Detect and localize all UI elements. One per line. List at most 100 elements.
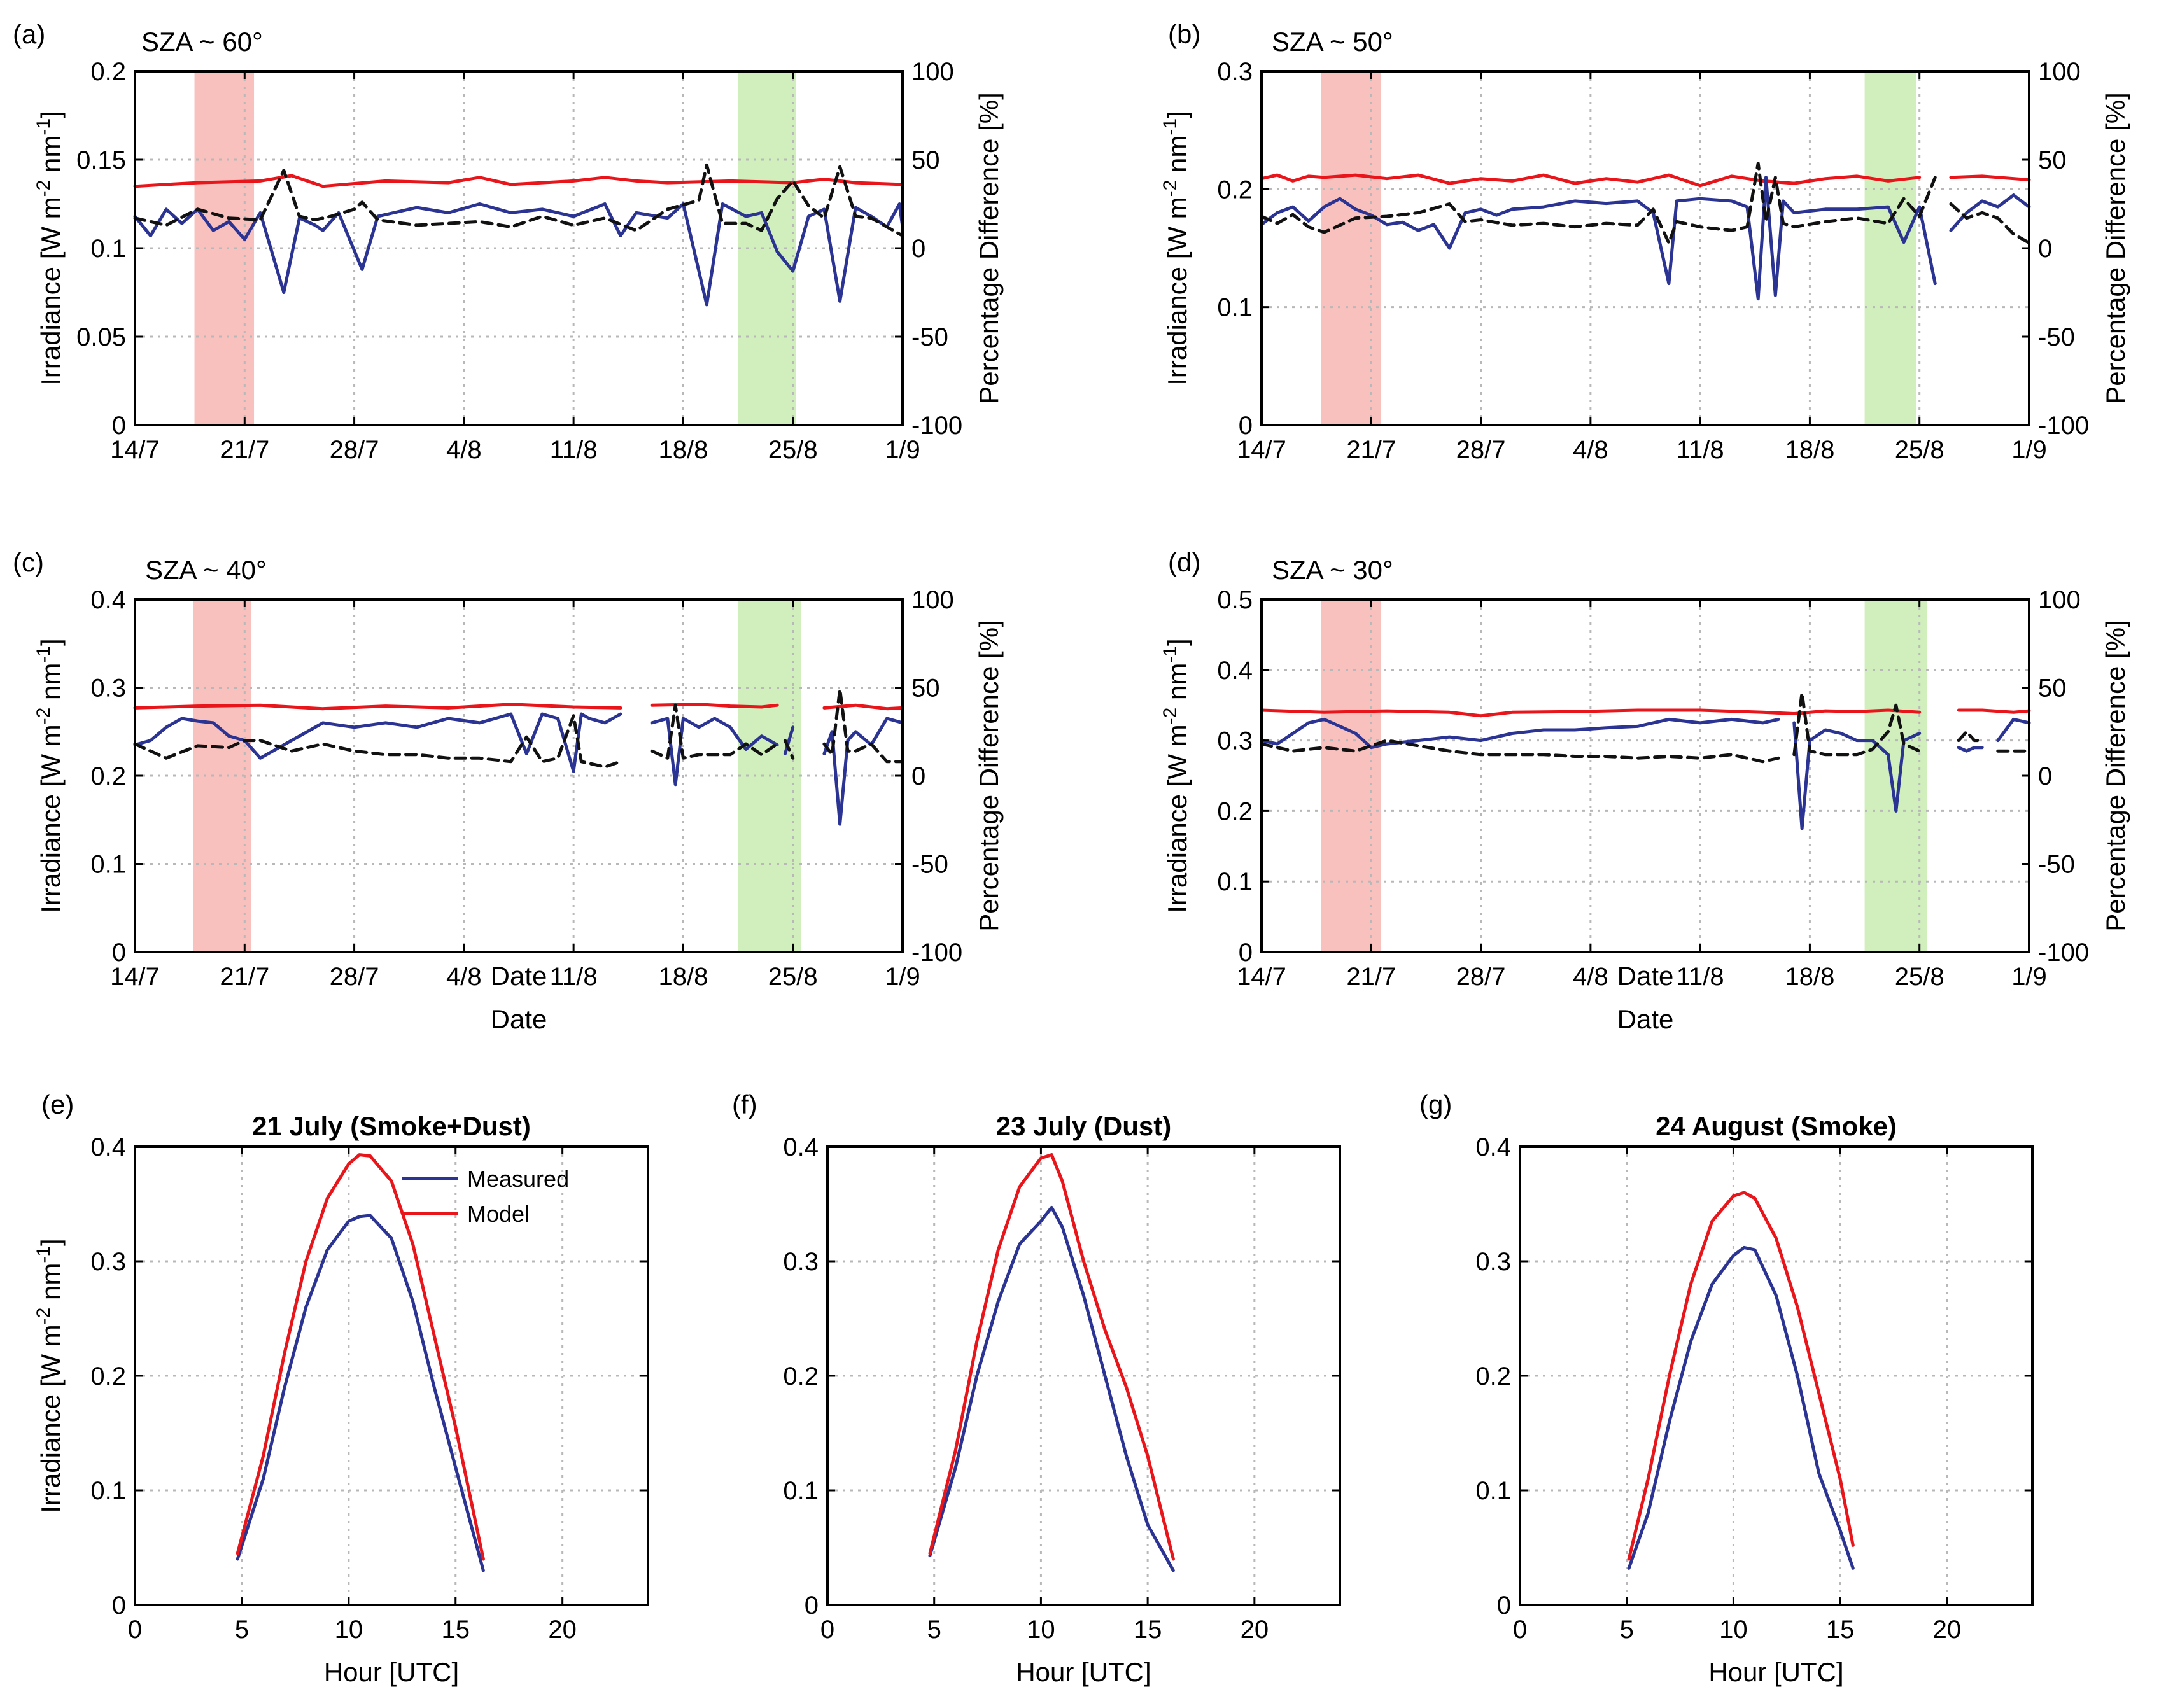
smoke-band: [193, 599, 251, 952]
x-tick-label: 14/7: [110, 963, 160, 991]
x-tick-label: 10: [1719, 1616, 1748, 1644]
x-tick-label: 1/9: [2011, 963, 2047, 991]
y-tick-label: 0.3: [1217, 58, 1253, 86]
y-tick-label: 0.1: [90, 851, 126, 879]
y-tick-label: 0.2: [1217, 176, 1253, 204]
x-tick-label: 21/7: [1346, 436, 1396, 464]
chart-panel-g: 0 5 10 15 20 0 0.1 0.2 0.3 0.4 Hour [UTC] 24 August…: [1419, 1089, 2034, 1687]
panel-label: (b): [1168, 19, 1200, 49]
panel-label: (f): [732, 1089, 757, 1119]
y2-tick-label: 50: [2038, 146, 2067, 174]
y-tick-label: 0: [1239, 939, 1253, 967]
series-line-percentage-difference: [1260, 162, 2031, 245]
y-axis-label: Irradiance [W m-2 nm-1]: [1160, 638, 1192, 913]
x-tick-label: 1/9: [885, 963, 920, 991]
y-tick-label: 0: [1497, 1592, 1511, 1620]
x-tick-label: 0: [820, 1616, 834, 1644]
x-tick-label: 28/7: [330, 963, 379, 991]
chart-panel-b: 14/7 21/7 28/7 4/8 11/8 18/8 25/8 1/9 0 0.1 0.2 0.3…: [1160, 19, 2130, 464]
y-tick-label: 0.4: [90, 1133, 126, 1161]
x-axis-label-overlay: Date: [491, 961, 547, 991]
x-tick-label: 15: [1826, 1616, 1855, 1644]
chart-panel-f: 0 5 10 15 20 0 0.1 0.2 0.3 0.4 Hour [UTC] 23 July (…: [732, 1089, 1341, 1687]
y-axis-label-part: ]: [1162, 111, 1192, 118]
x-tick-label: 11/8: [1677, 963, 1724, 991]
y-tick-label: 0.05: [76, 323, 126, 351]
y-tick-label: 0.2: [783, 1362, 819, 1390]
y-tick-label: 0.3: [1475, 1248, 1511, 1276]
y2-tick-label: 50: [2038, 675, 2067, 703]
panel-title: SZA ~ 50°: [1272, 27, 1393, 57]
x-tick-label: 18/8: [658, 963, 708, 991]
y-tick-label: 0.4: [1217, 657, 1253, 685]
chart-panel-a: 14/7 21/7 28/7 4/8 11/8 18/8 25/8 1/9 0 0.05 0.1 0.…: [13, 19, 1004, 464]
y2-axis-label: Percentage Difference [%]: [974, 92, 1004, 404]
y-tick-label: 0.1: [1217, 868, 1253, 896]
x-tick-label: 20: [1933, 1616, 1962, 1644]
x-tick-label: 11/8: [550, 436, 598, 464]
y-axis-label-part: -2: [33, 180, 54, 197]
series-line-measured: [928, 1205, 1175, 1572]
legend-label-measured: Measured: [467, 1166, 569, 1192]
y-tick-label: 0.1: [1217, 294, 1253, 322]
series-line-percentage-difference: [1260, 691, 2031, 764]
y-axis-label-part: nm: [1162, 663, 1192, 708]
chart-panel-d: 14/7 21/7 28/7 4/8 11/8 18/8 25/8 1/9 0 0.1 0.2 0.3…: [1160, 547, 2130, 1034]
panel-label: (c): [13, 547, 44, 577]
y2-axis-label: Percentage Difference [%]: [2100, 92, 2130, 404]
x-tick-label: 18/8: [1785, 963, 1834, 991]
y-tick-label: 0.1: [1475, 1477, 1511, 1505]
y2-tick-label: 0: [911, 235, 925, 263]
y-tick-label: 0.4: [783, 1133, 819, 1161]
series-line-model: [1260, 173, 2031, 188]
y-tick-label: 0.1: [90, 235, 126, 263]
panel-title: 21 July (Smoke+Dust): [252, 1111, 531, 1141]
y2-tick-label: 100: [911, 58, 954, 86]
y-tick-label: 0.15: [76, 146, 126, 174]
x-axis-label: Hour [UTC]: [1708, 1657, 1843, 1687]
x-tick-label: 10: [335, 1616, 363, 1644]
series-line-model: [133, 703, 904, 711]
x-axis-label: Hour [UTC]: [1016, 1657, 1151, 1687]
y-axis-label-part: Irradiance [W m: [36, 724, 66, 913]
y-tick-label: 0.3: [90, 675, 126, 703]
y2-tick-label: -50: [911, 851, 948, 879]
x-tick-label: 21/7: [220, 436, 269, 464]
x-tick-label: 28/7: [1456, 963, 1506, 991]
y-axis-label-part: -1: [1160, 118, 1181, 136]
y-axis-label-part: -2: [1160, 180, 1181, 197]
y-axis-label-part: -2: [1160, 708, 1181, 725]
series-line-measured: [1627, 1245, 1855, 1570]
y2-tick-label: 0: [2038, 235, 2052, 263]
x-tick-label: 5: [235, 1616, 249, 1644]
x-tick-label: 11/8: [1677, 436, 1724, 464]
panel-title: 23 July (Dust): [996, 1111, 1171, 1141]
y-axis-label-part: -2: [33, 1308, 54, 1325]
x-tick-label: 0: [128, 1616, 142, 1644]
y2-tick-label: -50: [2038, 323, 2075, 351]
x-tick-label: 18/8: [658, 436, 708, 464]
series-line-model: [1260, 708, 2031, 718]
y-axis-label: Irradiance [W m-2 nm-1]: [1160, 111, 1192, 385]
x-tick-label: 5: [927, 1616, 941, 1644]
panel-title: SZA ~ 60°: [141, 27, 263, 57]
y-axis-label-part: ]: [36, 638, 66, 646]
y-tick-label: 0.2: [1217, 797, 1253, 825]
y2-tick-label: 100: [2038, 58, 2081, 86]
x-tick-label: 21/7: [220, 963, 269, 991]
panel-label: (e): [41, 1089, 74, 1119]
panel-label: (a): [13, 19, 45, 49]
x-axis-label: Hour [UTC]: [324, 1657, 459, 1687]
x-tick-label: 14/7: [1237, 963, 1286, 991]
x-axis-label: Date: [1617, 1004, 1674, 1034]
y-axis-label-part: -1: [33, 118, 54, 136]
x-tick-label: 25/8: [768, 436, 818, 464]
y-axis-label-part: nm: [36, 1263, 66, 1308]
x-tick-label: 18/8: [1785, 436, 1834, 464]
y-tick-label: 0: [805, 1592, 819, 1620]
x-axis-label-overlay: Date: [1617, 961, 1674, 991]
y2-tick-label: -100: [2038, 939, 2089, 967]
y-axis-label-part: -1: [33, 646, 54, 663]
x-tick-label: 0: [1513, 1616, 1527, 1644]
series-line-measured: [133, 202, 904, 307]
